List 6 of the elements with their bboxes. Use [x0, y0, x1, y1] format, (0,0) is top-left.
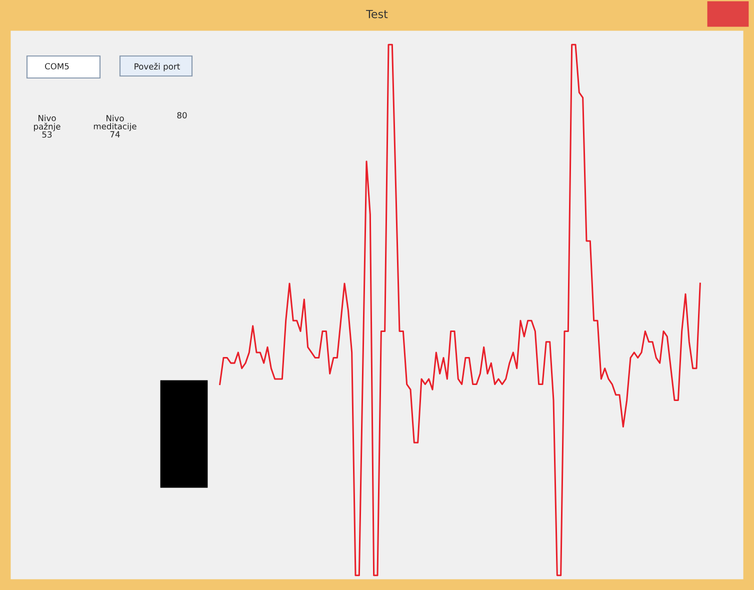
- chart-title: Test: [366, 10, 388, 18]
- text: Poveži port: [134, 62, 180, 72]
- text: Nivo meditacije 74: [94, 114, 136, 138]
- text: COM5: [45, 63, 69, 70]
- text: Nivo pažnje 53: [34, 114, 60, 138]
- text: 80: [177, 112, 187, 118]
